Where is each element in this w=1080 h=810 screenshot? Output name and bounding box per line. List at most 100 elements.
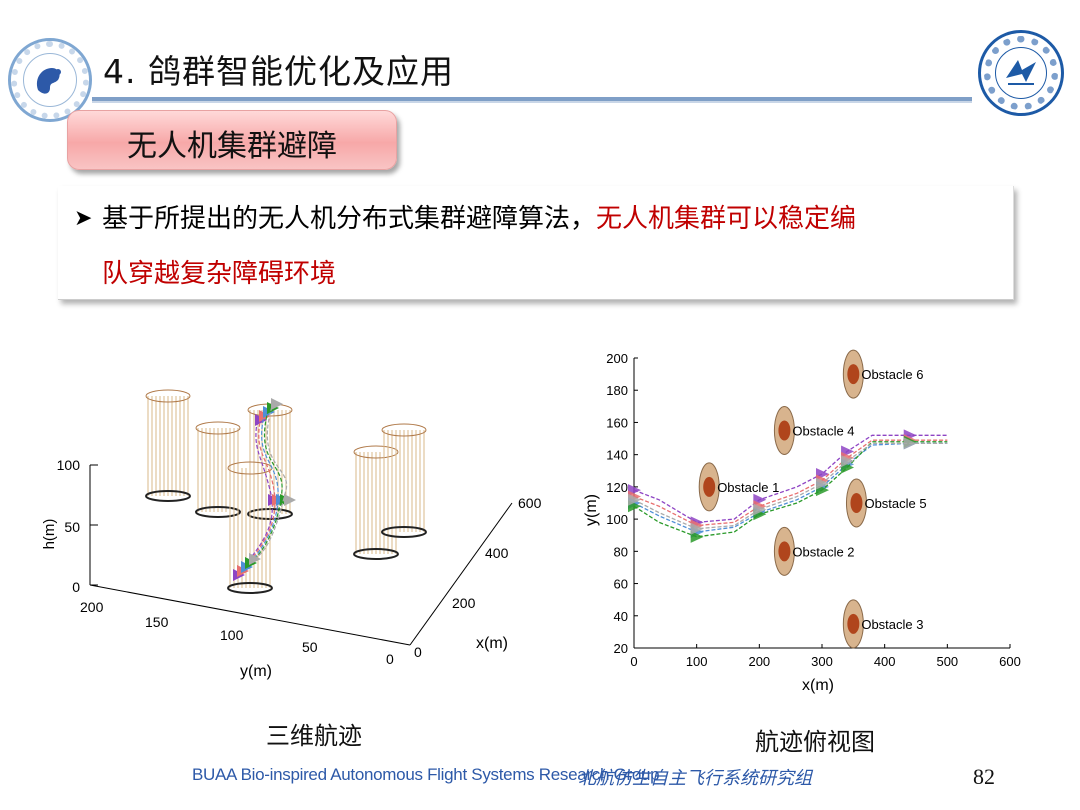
tick-label-y: 60 [614, 577, 628, 592]
tick-label-y: 200 [80, 599, 104, 615]
tick-h-100: 100 [57, 457, 98, 473]
axis-label-x: x(m) [802, 677, 834, 694]
bullet-line-1: 基于所提出的无人机分布式集群避障算法，无人机集群可以稳定编 [102, 204, 856, 234]
obstacle: Obstacle 3 [842, 599, 923, 649]
bullet-text-plain: 基于所提出的无人机分布式集群避障算法， [102, 204, 597, 234]
uav-path [633, 442, 948, 530]
obstacle: Obstacle 1 [698, 462, 779, 512]
tick-label-x: 100 [686, 654, 708, 669]
cylinder-top [195, 421, 241, 435]
uav-marker [816, 477, 829, 490]
cylinder-base [145, 490, 191, 502]
obstacles-2d: Obstacle 1 Obstacle 2 Obstacle 3 Obstacle 4… [698, 349, 927, 649]
uav-marker-3d [284, 494, 296, 506]
tick-label-y: 100 [606, 512, 628, 527]
tick-label-y: 20 [614, 641, 628, 656]
cylinder-base [227, 582, 273, 594]
tick-label-x: 300 [811, 654, 833, 669]
obstacle-core [778, 541, 791, 562]
obstacle-core [847, 364, 860, 385]
tick-label-y: 40 [614, 609, 628, 624]
tick-label-x: 400 [485, 545, 509, 561]
university-logo-emblem [995, 47, 1047, 99]
uav-path [633, 441, 948, 538]
obstacle-label: Obstacle 5 [864, 496, 926, 511]
caption-topview: 航迹俯视图 [755, 728, 875, 756]
cylinder-top [145, 389, 191, 403]
tick-label-y: 150 [145, 614, 169, 630]
title-divider-shadow [92, 101, 972, 103]
uav-marker [903, 437, 917, 450]
lab-logo-ring [11, 41, 89, 119]
axis-label-h: h(m) [41, 519, 58, 550]
tick-label-y: 160 [606, 415, 628, 430]
footer-group-name: BUAA Bio-inspired Autonomous Flight Syst… [192, 765, 660, 784]
bullet-line-2: 队穿越复杂障碍环境 [102, 259, 337, 289]
tick-h-0: 0 [72, 579, 98, 595]
uav-paths-2d [628, 429, 948, 543]
section-label-box: 无人机集群避障 [67, 110, 397, 170]
obstacle-label: Obstacle 3 [861, 617, 923, 632]
tick-label-x: 0 [414, 644, 422, 660]
uav-path [633, 439, 948, 527]
tick-label-x: 200 [452, 595, 476, 611]
obstacle: Obstacle 6 [842, 349, 923, 399]
cylinder-top [353, 445, 399, 459]
obstacle-label: Obstacle 1 [717, 480, 779, 495]
tick-label-y: 200 [606, 351, 628, 366]
lab-logo [8, 38, 92, 122]
footer-group-name-cn: 北航仿生自主飞行系统研究组 [578, 768, 812, 789]
uav-path-3d [245, 407, 279, 568]
tick-label-h: 50 [64, 519, 80, 535]
uav-path [633, 442, 948, 533]
bullet-text-highlight: 无人机集群可以稳定编 [596, 204, 857, 234]
tick-label-x: 500 [936, 654, 958, 669]
tick-label-x: 600 [518, 495, 542, 511]
cylinder-top [381, 423, 427, 437]
obstacles-3d [145, 389, 427, 594]
page-title: 4. 鸽群智能优化及应用 [103, 52, 454, 91]
caption-3d: 三维航迹 [266, 722, 362, 750]
uav-path [633, 434, 948, 523]
cylinder-base [195, 506, 241, 518]
uav-marker [690, 530, 704, 543]
tick-label-h: 0 [72, 579, 80, 595]
obstacle: Obstacle 2 [773, 526, 855, 576]
cylinder-base [381, 526, 427, 538]
university-logo-ring [984, 36, 1058, 110]
tick-label-y: 140 [606, 448, 628, 463]
tick-label-x: 600 [999, 654, 1021, 669]
uav-path-3d [241, 411, 276, 572]
uav-marker [628, 493, 641, 506]
uav-path-3d [237, 415, 273, 576]
tick-label-h: 100 [57, 457, 81, 473]
obstacle: Obstacle 5 [845, 478, 927, 528]
tick-label-x: 400 [874, 654, 896, 669]
uav-path-3d [249, 403, 283, 564]
axis-label-y: y(m) [583, 494, 600, 526]
axis-y-line [89, 584, 411, 646]
obstacle: Obstacle 4 [773, 406, 855, 455]
uav-paths-3d [233, 398, 296, 581]
tick-label-x: 0 [630, 654, 637, 669]
obstacle-label: Obstacle 6 [861, 367, 923, 382]
obstacle-core [847, 613, 860, 634]
uav-marker [753, 503, 767, 516]
obstacle-cylinder [353, 445, 399, 560]
obstacle-label: Obstacle 4 [792, 424, 854, 439]
tick-label-y: 0 [386, 651, 394, 667]
bullet-arrow-icon: ➤ [74, 206, 93, 231]
uav-marker [841, 455, 855, 468]
page-number: 82 [973, 764, 995, 789]
obstacle-cylinder [381, 423, 427, 538]
trajectory-topview-chart: 0 100 200 300 400 500 600 20 40 60 80 100 120 140 160 1… [583, 349, 1021, 694]
tick-label-y: 180 [606, 383, 628, 398]
trajectory-3d-chart: 0 50 100 h(m) 200 150 100 50 0 y(m) 0 20… [41, 389, 542, 680]
university-logo [978, 30, 1064, 116]
lab-logo-emblem [23, 53, 77, 107]
tick-h-50: 50 [64, 519, 98, 535]
tick-label-y: 80 [614, 544, 628, 559]
obstacle-cylinder [195, 421, 241, 518]
tick-label-y: 100 [220, 627, 244, 643]
axes-2d: 0 100 200 300 400 500 600 20 40 60 80 100 120 140 160 1… [606, 351, 1021, 669]
